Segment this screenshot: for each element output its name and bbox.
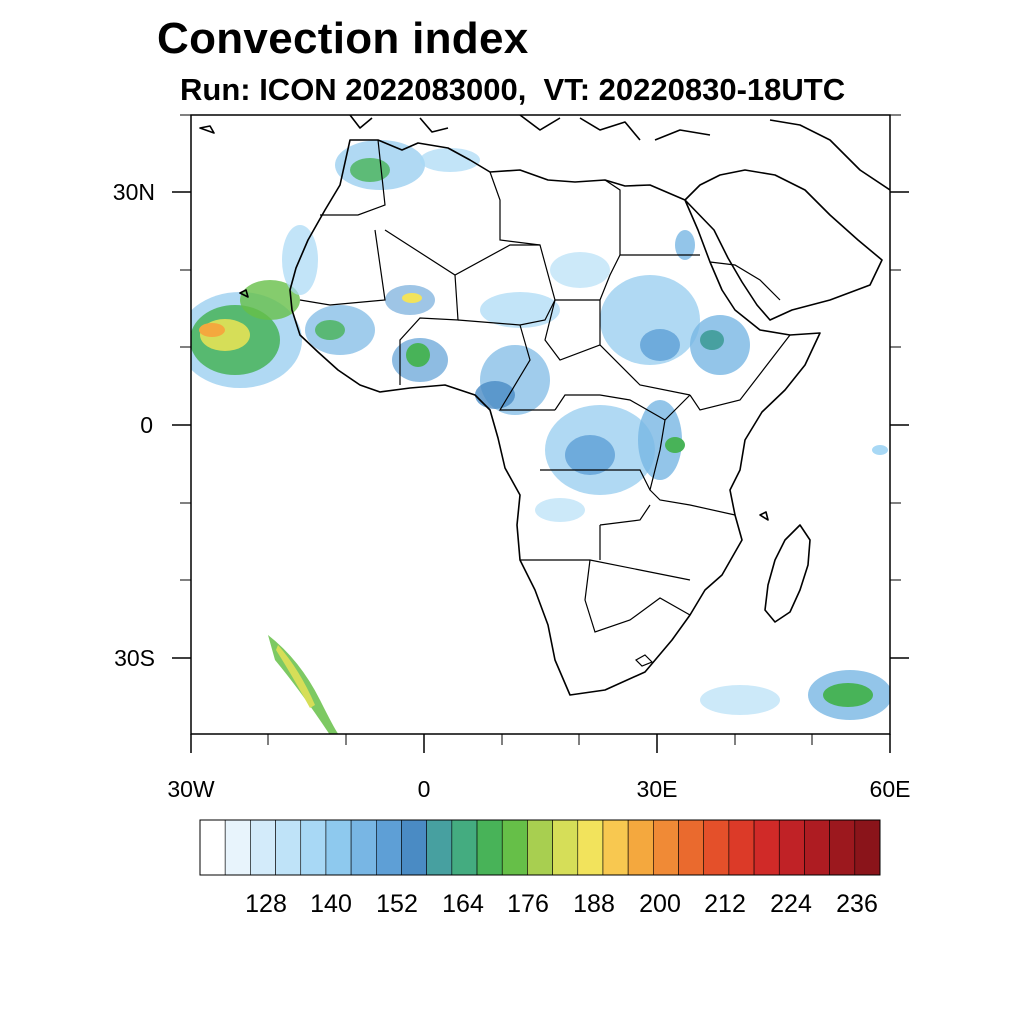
colorbar-cells bbox=[199, 819, 881, 876]
lon-label-0: 0 bbox=[418, 776, 431, 802]
colorbar-cell bbox=[627, 819, 654, 876]
colorbar-cell bbox=[375, 819, 402, 876]
colorbar-label: 128 bbox=[245, 890, 287, 918]
colorbar-label: 140 bbox=[310, 890, 352, 918]
colorbar-frame bbox=[199, 819, 881, 876]
country-borders bbox=[299, 139, 791, 667]
colorbar-labels: 128 140 152 164 176 188 200 212 224 236 bbox=[245, 890, 878, 918]
chart-title: Convection index bbox=[157, 14, 529, 63]
colorbar-cell bbox=[854, 819, 881, 876]
colorbar-cell bbox=[426, 819, 453, 876]
colorbar-label: 176 bbox=[507, 890, 549, 918]
colorbar-cell bbox=[804, 819, 830, 876]
colorbar-cell bbox=[602, 819, 629, 876]
colorbar-cell bbox=[653, 819, 679, 876]
longitude-axis: 30W 0 30E 60E bbox=[167, 734, 910, 802]
colorbar-label: 164 bbox=[442, 890, 484, 918]
colorbar: 128 140 152 164 176 188 200 212 224 236 bbox=[199, 819, 881, 918]
lat-label-30n: 30N bbox=[113, 179, 155, 205]
colorbar-cell bbox=[476, 819, 503, 876]
colorbar-cell bbox=[350, 819, 377, 876]
lon-tick-0: 0 bbox=[418, 734, 431, 802]
colorbar-cell bbox=[501, 819, 528, 876]
lat-tick-0: 0 bbox=[140, 412, 909, 438]
lon-label-60e: 60E bbox=[870, 776, 911, 802]
lat-label-0: 0 bbox=[140, 412, 153, 438]
colorbar-cell bbox=[250, 819, 276, 876]
colorbar-cell bbox=[778, 819, 805, 876]
colorbar-label: 212 bbox=[704, 890, 746, 918]
colorbar-label: 152 bbox=[376, 890, 418, 918]
colorbar-label: 188 bbox=[573, 890, 615, 918]
colorbar-cell bbox=[199, 819, 226, 876]
colorbar-cell bbox=[401, 819, 427, 876]
colorbar-cell bbox=[577, 819, 604, 876]
map-background bbox=[191, 115, 890, 734]
colorbar-label: 236 bbox=[836, 890, 878, 918]
colorbar-label: 200 bbox=[639, 890, 681, 918]
colorbar-cell bbox=[300, 819, 327, 876]
convection-field bbox=[191, 140, 890, 734]
map-panel bbox=[191, 115, 890, 734]
lat-label-30s: 30S bbox=[114, 645, 155, 671]
lat-tick-30n: 30N bbox=[113, 179, 909, 205]
colorbar-cell bbox=[527, 819, 553, 876]
colorbar-label: 224 bbox=[770, 890, 812, 918]
colorbar-cell bbox=[275, 819, 302, 876]
lon-label-30e: 30E bbox=[637, 776, 678, 802]
latitude-axis: 30N 0 30S bbox=[113, 114, 909, 671]
colorbar-cell bbox=[451, 819, 478, 876]
colorbar-cell bbox=[224, 819, 251, 876]
lon-tick-30w: 30W bbox=[167, 734, 215, 802]
colorbar-cell bbox=[703, 819, 730, 876]
colorbar-cell bbox=[829, 819, 856, 876]
colorbar-cell bbox=[552, 819, 579, 876]
colorbar-cell bbox=[753, 819, 780, 876]
lat-minor-ticks bbox=[180, 114, 901, 581]
lon-label-30w: 30W bbox=[167, 776, 215, 802]
coastlines bbox=[199, 115, 890, 696]
chart-subtitle: Run: ICON 2022083000, VT: 20220830-18UTC bbox=[180, 72, 846, 107]
colorbar-cell bbox=[678, 819, 705, 876]
colorbar-cell bbox=[325, 819, 352, 876]
lon-tick-30e: 30E bbox=[637, 734, 678, 802]
lon-minor-ticks bbox=[267, 734, 813, 745]
lon-tick-60e: 60E bbox=[870, 734, 911, 802]
lat-tick-30s: 30S bbox=[114, 645, 909, 671]
colorbar-cell bbox=[728, 819, 755, 876]
